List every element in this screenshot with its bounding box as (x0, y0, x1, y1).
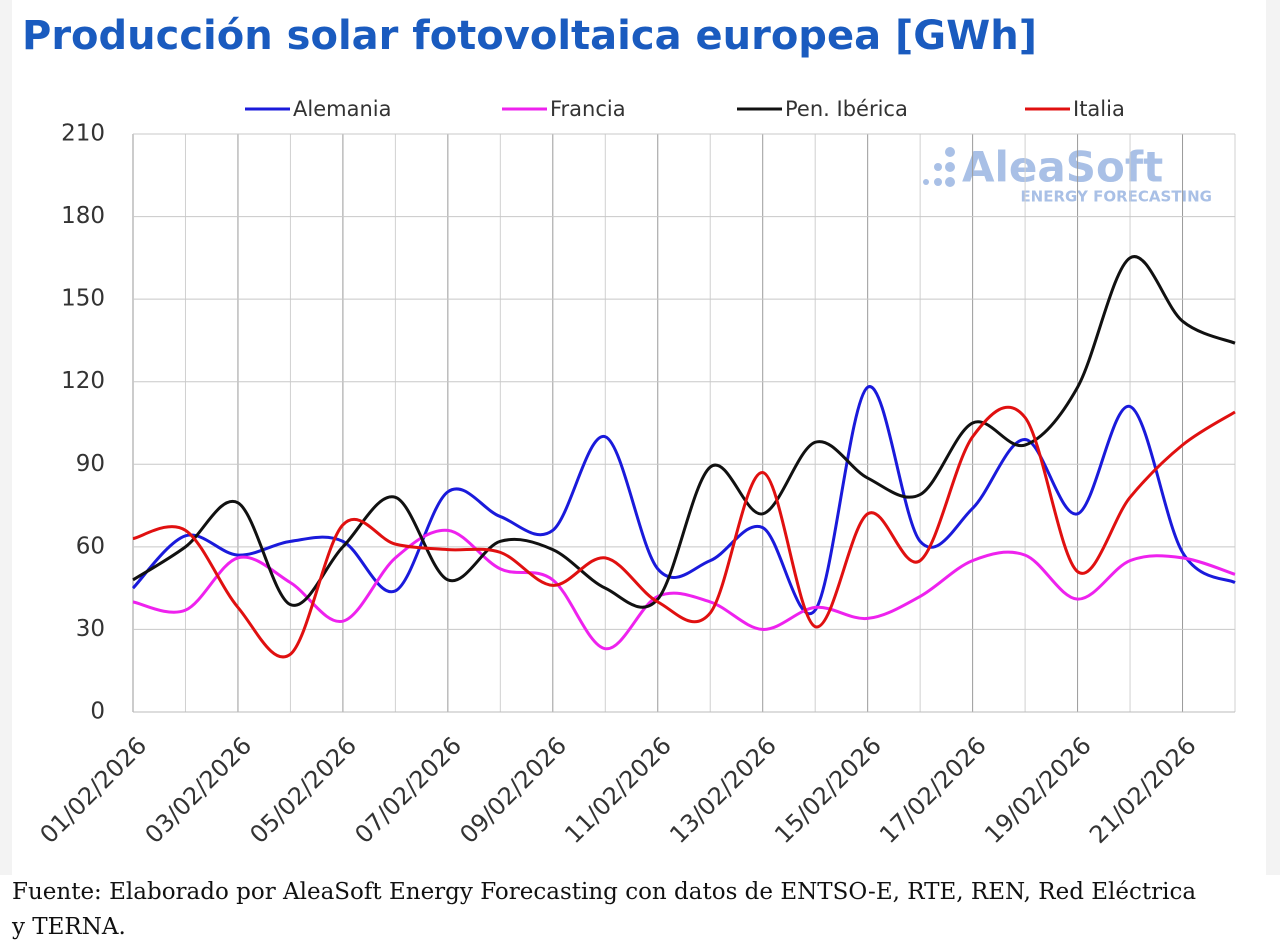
y-tick-label: 150 (61, 286, 105, 312)
legend-label: Francia (550, 97, 626, 121)
source-line: Fuente: Elaborado por AleaSoft Energy Fo… (12, 879, 1196, 905)
watermark-sub: ENERGY FORECASTING (1020, 188, 1212, 206)
y-tick-label: 210 (61, 121, 105, 147)
y-tick-label: 180 (61, 203, 105, 229)
series-line (132, 405, 1236, 659)
footer-background (0, 875, 1280, 947)
watermark: AleaSoft (962, 143, 1163, 192)
chart-title: Producción solar fotovoltaica europea [G… (22, 13, 1037, 59)
y-tick-label: 90 (76, 451, 105, 477)
y-tick-label: 30 (76, 616, 105, 642)
background (12, 0, 1266, 875)
y-tick-label: 120 (61, 368, 105, 394)
y-tick-label: 0 (90, 699, 105, 725)
watermark-logo (923, 147, 955, 187)
series-line (132, 528, 1236, 651)
legend-label: Italia (1073, 97, 1125, 121)
y-tick-label: 60 (76, 533, 105, 559)
source-text: Fuente: Elaborado por AleaSoft Energy Fo… (11, 879, 1196, 940)
legend-label: Alemania (293, 97, 391, 121)
series-line (132, 255, 1236, 609)
legend-label: Pen. Ibérica (785, 97, 908, 121)
series-line (131, 385, 1236, 616)
source-line: y TERNA. (11, 914, 126, 940)
